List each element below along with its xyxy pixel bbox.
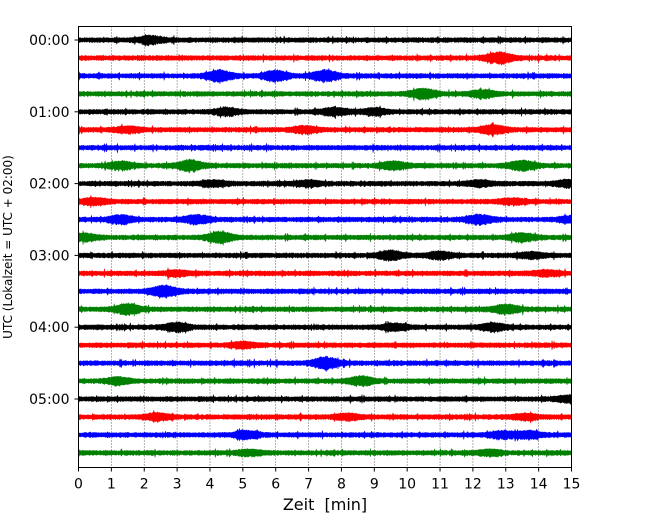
x-tick-label: 2 <box>140 477 149 493</box>
y-tick-label: 03:00 <box>29 248 69 264</box>
x-tick-label: 6 <box>271 477 280 493</box>
x-tick-label: 15 <box>563 477 581 493</box>
x-tick-label: 5 <box>238 477 247 493</box>
x-tick-label: 8 <box>337 477 346 493</box>
y-axis-label: UTC (Lokalzeit = UTC + 02:00) <box>1 155 15 339</box>
x-tick-label: 13 <box>497 477 515 493</box>
x-tick-label: 11 <box>431 477 449 493</box>
y-tick-label: 05:00 <box>29 392 69 408</box>
y-axis-ticks: 00:00 01:00 02:00 03:00 04:00 05:00 <box>29 33 79 408</box>
x-tick-label: 9 <box>370 477 379 493</box>
x-tick-label: 10 <box>398 477 416 493</box>
x-tick-label: 14 <box>530 477 548 493</box>
y-tick-label: 01:00 <box>29 105 69 121</box>
y-tick-label: 04:00 <box>29 320 69 336</box>
x-tick-label: 7 <box>304 477 313 493</box>
x-tick-label: 1 <box>107 477 116 493</box>
plot-frame <box>78 26 572 468</box>
y-tick-label: 02:00 <box>29 177 69 193</box>
x-tick-label: 12 <box>464 477 482 493</box>
y-tick-label: 00:00 <box>29 33 69 49</box>
x-axis-label: Zeit [min] <box>283 495 367 514</box>
x-axis-ticks: 0 1 2 3 4 5 6 7 8 9 10 11 12 13 14 15 <box>74 467 581 493</box>
x-tick-label: 0 <box>74 477 83 493</box>
x-tick-label: 4 <box>206 477 215 493</box>
x-tick-label: 3 <box>173 477 182 493</box>
